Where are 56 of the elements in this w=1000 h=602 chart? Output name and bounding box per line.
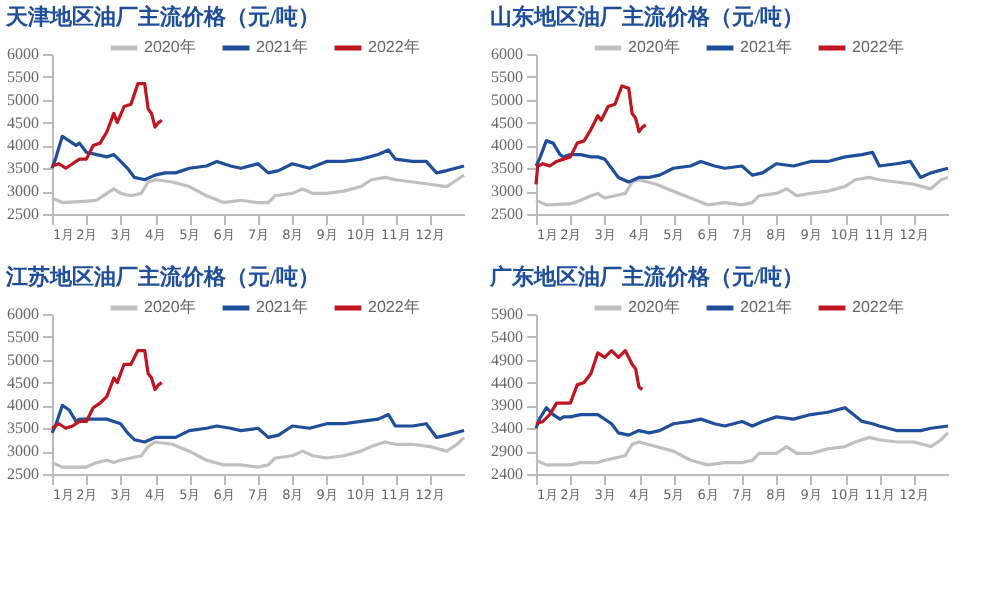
y-tick-label: 3500	[491, 159, 523, 178]
legend-label: 2020年	[144, 298, 196, 316]
legend-label: 2020年	[144, 38, 196, 56]
y-tick-label: 6000	[7, 305, 39, 323]
line-series	[50, 348, 164, 430]
y-tick-label: 2500	[7, 205, 39, 223]
legend-label: 2020年	[628, 38, 680, 56]
y-tick-label: 5500	[7, 67, 39, 86]
y-tick-label: 5900	[491, 305, 523, 323]
y-tick-label: 4000	[7, 396, 39, 415]
y-tick-label: 4500	[491, 113, 523, 132]
y-tick-label: 3900	[491, 396, 523, 415]
y-tick-label: 4000	[7, 136, 39, 155]
y-tick-label: 6000	[7, 45, 39, 63]
y-tick-label: 5000	[7, 350, 39, 369]
legend-label: 2021年	[256, 298, 308, 316]
line-series	[534, 348, 645, 426]
y-tick-label: 3000	[7, 182, 39, 201]
y-tick-label: 5400	[491, 327, 523, 346]
y-tick-label: 5500	[7, 327, 39, 346]
y-tick-label: 4500	[7, 373, 39, 392]
y-tick-label: 2400	[491, 465, 523, 483]
chart-title: 天津地区油厂主流价格（元/吨）	[4, 4, 321, 30]
y-tick-label: 6000	[491, 45, 523, 63]
y-tick-label: 4500	[7, 113, 39, 132]
line-series	[50, 82, 164, 170]
y-tick-label: 5000	[7, 90, 39, 109]
y-tick-label: 3000	[491, 182, 523, 201]
y-tick-label: 3000	[7, 442, 39, 461]
legend-label: 2021年	[740, 38, 792, 56]
legend-label: 2022年	[852, 298, 904, 316]
y-tick-label: 5000	[491, 90, 523, 109]
y-tick-label: 3500	[7, 159, 39, 178]
y-tick-label: 2500	[7, 465, 39, 483]
legend-label: 2021年	[256, 38, 308, 56]
legend-label: 2022年	[852, 38, 904, 56]
y-tick-label: 3400	[491, 419, 523, 438]
legend-label: 2021年	[740, 298, 792, 316]
y-tick-label: 3500	[7, 419, 39, 438]
chart-title: 江苏地区油厂主流价格（元/吨）	[4, 264, 321, 290]
y-tick-label: 4400	[491, 373, 523, 392]
y-tick-label: 5500	[491, 67, 523, 86]
legend-label: 2022年	[368, 38, 420, 56]
y-tick-label: 4000	[491, 136, 523, 155]
legend-label: 2020年	[628, 298, 680, 316]
chart-title: 山东地区油厂主流价格（元/吨）	[490, 4, 805, 30]
y-tick-label: 4900	[491, 350, 523, 369]
line-series	[50, 134, 466, 182]
y-tick-label: 2500	[491, 205, 523, 223]
legend-label: 2022年	[368, 298, 420, 316]
line-series	[534, 406, 950, 437]
line-series	[534, 139, 950, 184]
chart-title: 广东地区油厂主流价格（元/吨）	[488, 264, 805, 290]
line-series	[50, 403, 466, 444]
y-tick-label: 2900	[491, 442, 523, 461]
line-series	[534, 84, 648, 186]
